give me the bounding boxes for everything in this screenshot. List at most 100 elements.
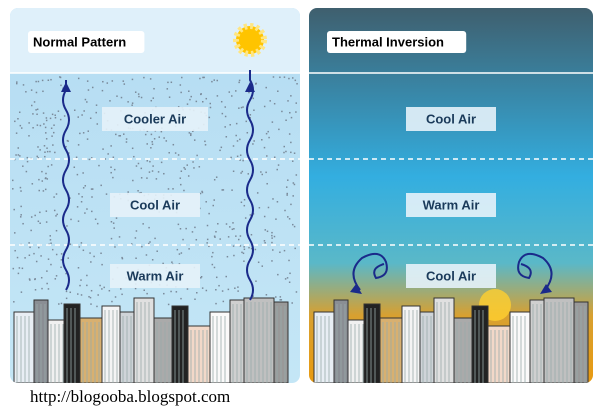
particle bbox=[233, 255, 235, 257]
particle bbox=[272, 121, 274, 123]
layer-label: Warm Air bbox=[423, 197, 480, 212]
particle bbox=[271, 235, 273, 237]
particle bbox=[23, 84, 25, 86]
particle bbox=[169, 96, 171, 98]
particle bbox=[283, 152, 285, 154]
particle bbox=[67, 140, 69, 142]
particle bbox=[77, 116, 79, 118]
particle bbox=[238, 82, 240, 84]
particle bbox=[96, 306, 98, 308]
particle bbox=[50, 118, 52, 120]
particle bbox=[179, 253, 181, 255]
diagram: Normal PatternCooler AirCool AirWarm Air… bbox=[0, 0, 595, 408]
particle bbox=[107, 153, 109, 155]
particle bbox=[168, 304, 170, 306]
particle bbox=[41, 288, 43, 290]
particle bbox=[190, 133, 192, 135]
particle bbox=[148, 227, 150, 229]
particle bbox=[199, 78, 201, 80]
particle bbox=[153, 88, 155, 90]
particle bbox=[37, 124, 39, 126]
particle bbox=[47, 178, 49, 180]
particle bbox=[143, 77, 145, 79]
particle bbox=[265, 229, 267, 231]
particle bbox=[78, 267, 80, 269]
particle bbox=[214, 235, 216, 237]
particle bbox=[268, 137, 270, 139]
particle bbox=[150, 147, 152, 149]
particle bbox=[185, 228, 187, 230]
particle bbox=[33, 253, 35, 255]
particle bbox=[55, 278, 57, 280]
particle bbox=[216, 176, 218, 178]
particle bbox=[212, 264, 214, 266]
particle bbox=[46, 283, 48, 285]
particle bbox=[16, 83, 18, 85]
particle bbox=[289, 112, 291, 114]
particle bbox=[141, 246, 143, 248]
particle bbox=[49, 151, 51, 153]
particle bbox=[106, 193, 108, 195]
particle bbox=[280, 296, 282, 298]
particle bbox=[292, 160, 294, 162]
particle bbox=[38, 81, 40, 83]
particle bbox=[18, 154, 20, 156]
particle bbox=[64, 115, 65, 117]
particle bbox=[162, 263, 164, 265]
particle bbox=[88, 89, 90, 91]
particle bbox=[40, 255, 42, 256]
particle bbox=[146, 293, 148, 295]
particle bbox=[81, 114, 83, 116]
particle bbox=[267, 131, 269, 133]
particle bbox=[287, 216, 289, 218]
particle bbox=[20, 206, 22, 208]
particle bbox=[46, 221, 48, 223]
particle bbox=[90, 261, 92, 263]
particle bbox=[237, 290, 239, 292]
particle bbox=[286, 194, 288, 196]
particle bbox=[135, 257, 137, 259]
particle bbox=[238, 239, 240, 241]
particle bbox=[180, 228, 182, 230]
particle bbox=[66, 298, 68, 300]
particle bbox=[90, 303, 92, 305]
particle bbox=[35, 109, 37, 111]
particle bbox=[39, 222, 41, 224]
particle bbox=[265, 87, 267, 89]
particle bbox=[102, 148, 104, 150]
particle bbox=[261, 139, 263, 141]
particle bbox=[43, 112, 45, 114]
particle bbox=[175, 152, 177, 154]
particle bbox=[222, 290, 224, 292]
particle bbox=[100, 253, 102, 255]
particle bbox=[290, 152, 292, 154]
particle bbox=[127, 191, 129, 193]
particle bbox=[141, 97, 143, 99]
particle bbox=[91, 290, 93, 292]
particle bbox=[273, 76, 275, 78]
particle bbox=[284, 76, 286, 78]
particle bbox=[44, 156, 46, 158]
particle bbox=[36, 114, 38, 116]
particle bbox=[45, 173, 47, 175]
particle bbox=[56, 254, 58, 256]
particle bbox=[204, 141, 206, 143]
particle bbox=[223, 301, 225, 303]
particle bbox=[214, 267, 216, 269]
particle bbox=[85, 99, 87, 101]
particle bbox=[289, 281, 291, 283]
particle bbox=[43, 190, 45, 192]
particle bbox=[190, 135, 192, 137]
particle bbox=[89, 252, 91, 254]
particle bbox=[152, 259, 154, 261]
particle bbox=[284, 210, 286, 212]
particle bbox=[16, 81, 18, 83]
particle bbox=[34, 101, 36, 103]
particle bbox=[267, 231, 269, 233]
particle bbox=[240, 154, 242, 156]
particle bbox=[123, 133, 125, 135]
particle bbox=[262, 265, 264, 267]
particle bbox=[243, 246, 245, 248]
particle bbox=[81, 294, 83, 296]
particle bbox=[44, 145, 46, 147]
